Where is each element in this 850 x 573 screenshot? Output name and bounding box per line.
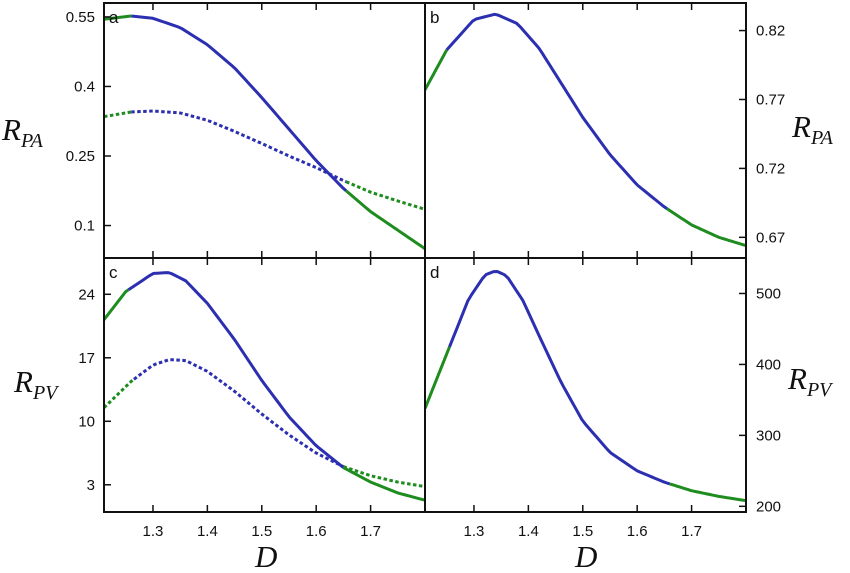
y-tick-label-c-3: 24 bbox=[78, 286, 95, 303]
y-axis-title-top-left: RPA bbox=[1, 112, 44, 152]
y-tick-label-b-3: 0.82 bbox=[756, 23, 785, 40]
series-a-solid-segment-2 bbox=[345, 189, 425, 250]
series-group-b bbox=[425, 12, 746, 248]
x-tick-label-d-1: 1.4 bbox=[518, 523, 539, 540]
y-tick-label-c-2: 17 bbox=[78, 350, 95, 367]
y-tick-label-c-0: 3 bbox=[87, 477, 95, 494]
x-tick-label-c-4: 1.7 bbox=[360, 523, 381, 540]
panel-frame-b bbox=[424, 2, 747, 259]
x-tick-label-d-2: 1.5 bbox=[572, 523, 593, 540]
y-tick-label-a-0: 0.1 bbox=[74, 218, 95, 235]
series-d-solid-segment-0 bbox=[425, 346, 451, 409]
panel-label-a: a bbox=[109, 8, 119, 27]
series-c-dotted-segment-0 bbox=[104, 378, 135, 409]
x-tick-label-c-0: 1.3 bbox=[143, 523, 164, 540]
y-tick-label-c-1: 10 bbox=[78, 413, 95, 430]
panel-frame-a bbox=[103, 2, 426, 259]
y-tick-label-d-2: 400 bbox=[756, 356, 781, 373]
y-tick-label-d-1: 300 bbox=[756, 427, 781, 444]
x-tick-label-d-3: 1.6 bbox=[627, 523, 648, 540]
series-b-solid-segment-2 bbox=[666, 207, 746, 248]
series-c-solid-segment-1 bbox=[127, 271, 345, 469]
series-a-solid-segment-0 bbox=[104, 14, 133, 21]
series-c-solid-segment-0 bbox=[104, 288, 130, 321]
y-axis-title-top-right: RPA bbox=[791, 109, 834, 149]
y-tick-label-a-3: 0.55 bbox=[66, 9, 95, 26]
y-tick-label-b-1: 0.72 bbox=[756, 160, 785, 177]
series-group-c bbox=[104, 271, 425, 502]
series-a-dotted-segment-0 bbox=[104, 110, 133, 119]
series-c-dotted-segment-2 bbox=[342, 465, 425, 489]
panel-a: 0.1 0.25 0.4 0.55 a bbox=[66, 2, 426, 259]
series-a-solid-segment-1 bbox=[131, 14, 348, 192]
series-group-d bbox=[425, 269, 746, 503]
x-axis-title-left: D bbox=[254, 539, 277, 573]
panel-frame-d bbox=[424, 257, 747, 513]
panel-c: 1.3 1.4 1.5 1.6 1.7 3 10 17 24 c bbox=[78, 257, 426, 540]
y-tick-label-b-0: 0.67 bbox=[756, 229, 785, 246]
x-axis-title-right: D bbox=[574, 539, 597, 573]
y-tick-label-d-3: 500 bbox=[756, 285, 781, 302]
series-b-solid-segment-1 bbox=[445, 12, 668, 211]
series-group-a bbox=[104, 14, 425, 250]
y-axis-title-bottom-left: RPV bbox=[13, 364, 60, 404]
x-tick-label-c-1: 1.4 bbox=[197, 523, 218, 540]
panel-label-b: b bbox=[430, 8, 439, 27]
x-tick-label-d-4: 1.7 bbox=[681, 523, 702, 540]
panel-d: 1.3 1.4 1.5 1.6 1.7 200 300 400 500 d bbox=[424, 257, 781, 540]
y-tick-label-a-1: 0.25 bbox=[66, 148, 95, 165]
panel-label-d: d bbox=[430, 263, 439, 282]
series-d-solid-segment-2 bbox=[669, 482, 746, 503]
series-b-solid-segment-0 bbox=[425, 49, 449, 91]
panel-label-c: c bbox=[109, 263, 118, 282]
y-tick-label-d-0: 200 bbox=[756, 498, 781, 515]
y-tick-label-b-2: 0.77 bbox=[756, 91, 785, 108]
x-tick-label-c-2: 1.5 bbox=[251, 523, 272, 540]
x-tick-label-d-0: 1.3 bbox=[464, 523, 485, 540]
series-a-dotted-segment-2 bbox=[345, 180, 425, 211]
series-d-solid-segment-1 bbox=[448, 269, 671, 486]
series-c-dotted-segment-1 bbox=[133, 358, 345, 468]
y-axis-title-bottom-right: RPV bbox=[787, 361, 834, 401]
x-tick-label-c-3: 1.6 bbox=[306, 523, 327, 540]
series-a-dotted-segment-1 bbox=[131, 109, 347, 184]
panel-b: 0.67 0.72 0.77 0.82 b bbox=[424, 2, 785, 259]
y-tick-label-a-2: 0.4 bbox=[74, 78, 95, 95]
series-c-solid-segment-2 bbox=[342, 466, 425, 502]
